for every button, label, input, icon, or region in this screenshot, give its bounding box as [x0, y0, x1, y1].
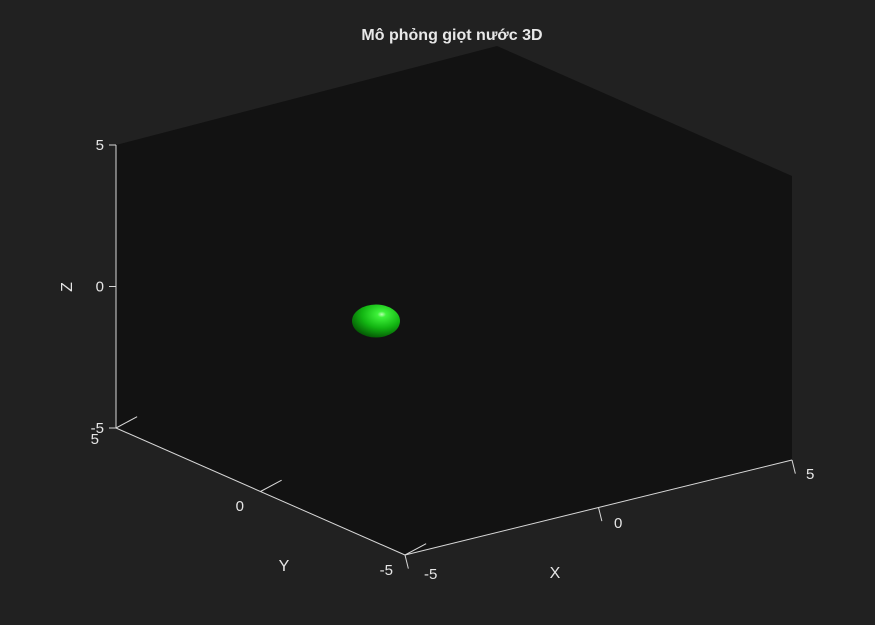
y-tick-label: 0	[236, 498, 244, 515]
x-tick-mark	[404, 554, 409, 569]
y-axis-label: Y	[279, 558, 290, 575]
z-tick-label: 0	[96, 279, 104, 296]
chart-title: Mô phỏng giọt nước 3D	[361, 27, 542, 44]
y-tick-mark	[115, 416, 138, 429]
x-tick-mark	[791, 459, 796, 474]
y-tick-label: 5	[91, 431, 99, 448]
x-tick-label: -5	[424, 566, 437, 583]
z-tick-label: -5	[91, 420, 104, 437]
axis-ticks: -505-505-505	[91, 137, 815, 583]
x-axis-label: X	[550, 565, 561, 582]
x-tick-label: 5	[806, 466, 814, 483]
y-tick-mark	[404, 543, 427, 556]
y-tick-mark	[260, 479, 282, 492]
z-axis-label: Z	[59, 282, 76, 292]
x-tick-mark	[598, 507, 603, 522]
water-drop-marker	[352, 304, 400, 338]
z-tick-label: 5	[96, 137, 104, 154]
y-tick-label: -5	[380, 562, 393, 579]
x-tick-label: 0	[614, 515, 622, 532]
axes-pane-background	[116, 46, 792, 555]
